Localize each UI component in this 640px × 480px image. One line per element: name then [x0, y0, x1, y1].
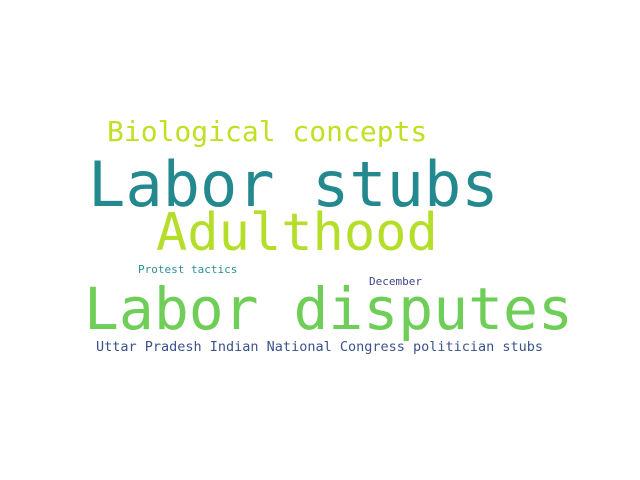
word-adulthood: Adulthood [156, 203, 438, 263]
word-protest-tactics: Protest tactics [138, 263, 238, 276]
word-december: December [369, 275, 422, 288]
word-labor-stubs: Labor stubs [88, 148, 499, 221]
word-uttar-pradesh-politician-stubs: Uttar Pradesh Indian National Congress p… [96, 339, 544, 355]
word-biological-concepts: Biological concepts [107, 115, 428, 148]
word-labor-disputes: Labor disputes [84, 275, 573, 343]
